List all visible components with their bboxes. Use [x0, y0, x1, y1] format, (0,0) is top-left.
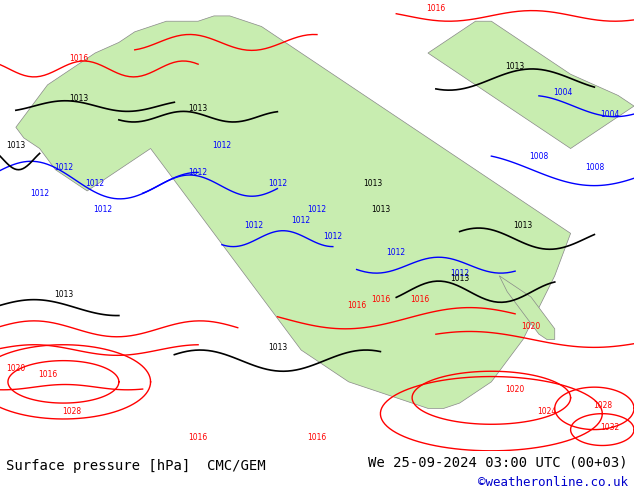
Text: 1013: 1013 — [268, 343, 287, 352]
Text: 1004: 1004 — [553, 89, 573, 98]
Polygon shape — [428, 21, 634, 148]
Text: 1004: 1004 — [600, 110, 620, 119]
Text: 1020: 1020 — [521, 322, 541, 331]
Text: Surface pressure [hPa]  CMC/GEM: Surface pressure [hPa] CMC/GEM — [6, 460, 266, 473]
Text: 1012: 1012 — [188, 168, 208, 177]
Text: 1020: 1020 — [6, 364, 25, 373]
Text: 1013: 1013 — [514, 221, 533, 230]
Text: We 25-09-2024 03:00 UTC (00+03): We 25-09-2024 03:00 UTC (00+03) — [368, 456, 628, 469]
Text: 1012: 1012 — [268, 179, 287, 188]
Text: 1013: 1013 — [6, 142, 25, 150]
Text: 1032: 1032 — [600, 422, 620, 432]
Text: 1028: 1028 — [61, 407, 81, 416]
Text: 1012: 1012 — [307, 205, 327, 214]
Text: 1013: 1013 — [371, 205, 390, 214]
Text: 1008: 1008 — [529, 152, 548, 161]
Text: 1012: 1012 — [86, 179, 105, 188]
Text: 1013: 1013 — [70, 94, 89, 103]
Text: 1012: 1012 — [450, 269, 469, 278]
Text: 1016: 1016 — [347, 300, 366, 310]
Text: 1016: 1016 — [188, 433, 208, 442]
Text: 1016: 1016 — [371, 295, 390, 304]
Text: 1024: 1024 — [537, 407, 557, 416]
Text: 1013: 1013 — [450, 274, 469, 283]
Text: 1028: 1028 — [593, 401, 612, 410]
Text: 1012: 1012 — [323, 232, 342, 241]
Text: 1012: 1012 — [54, 163, 73, 172]
Text: 1016: 1016 — [38, 369, 57, 379]
Polygon shape — [16, 16, 571, 408]
Text: 1013: 1013 — [188, 104, 208, 113]
Text: 1012: 1012 — [30, 189, 49, 198]
Text: 1013: 1013 — [505, 62, 525, 71]
Polygon shape — [500, 276, 555, 340]
Text: 1012: 1012 — [244, 221, 263, 230]
Text: 1012: 1012 — [212, 142, 231, 150]
Text: ©weatheronline.co.uk: ©weatheronline.co.uk — [477, 476, 628, 489]
Text: 1016: 1016 — [70, 54, 89, 63]
Text: 1016: 1016 — [307, 433, 327, 442]
Text: 1016: 1016 — [410, 295, 430, 304]
Text: 1013: 1013 — [363, 179, 382, 188]
Text: 1020: 1020 — [505, 386, 525, 394]
Text: 1012: 1012 — [93, 205, 113, 214]
Text: 1016: 1016 — [426, 3, 446, 13]
Text: 1012: 1012 — [292, 216, 311, 225]
Text: 1008: 1008 — [585, 163, 604, 172]
Text: 1013: 1013 — [54, 290, 73, 299]
Text: 1012: 1012 — [387, 247, 406, 257]
